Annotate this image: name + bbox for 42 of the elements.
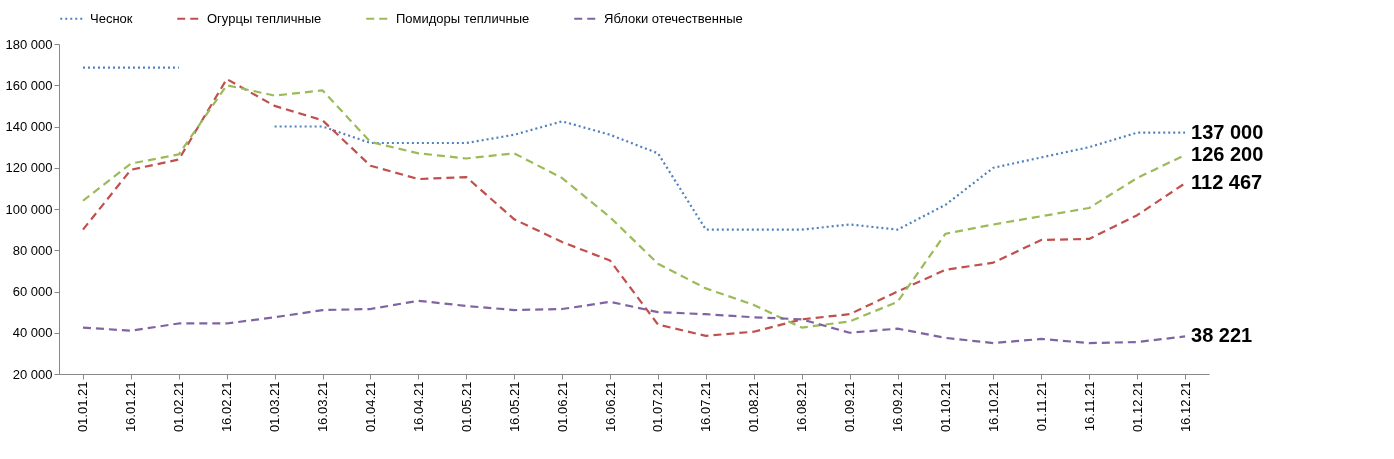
x-tick-label: 16.10.21 bbox=[985, 381, 1001, 433]
x-tick-label: 16.06.21 bbox=[602, 381, 618, 433]
x-tick-label: 16.12.21 bbox=[1177, 381, 1193, 433]
y-tick-label: 100 000 bbox=[5, 201, 53, 217]
x-tick-label: 01.04.21 bbox=[362, 381, 378, 433]
y-tick-label: 180 000 bbox=[5, 36, 53, 52]
x-tick-label: 16.03.21 bbox=[315, 381, 331, 433]
x-tick-label: 01.10.21 bbox=[937, 381, 953, 433]
x-tick-label: 01.07.21 bbox=[650, 381, 666, 433]
data-label: 112 467 bbox=[1191, 171, 1263, 194]
x-tick-label: 16.02.21 bbox=[219, 381, 235, 433]
x-tick-label: 16.04.21 bbox=[410, 381, 426, 433]
x-tick-label: 01.08.21 bbox=[746, 381, 762, 433]
x-tick-label: 16.05.21 bbox=[506, 381, 522, 433]
y-tick-label: 20 000 bbox=[12, 366, 53, 382]
x-tick-label: 01.03.21 bbox=[267, 381, 283, 433]
x-tick-label: 16.07.21 bbox=[698, 381, 714, 433]
x-tick-label: 01.02.21 bbox=[171, 381, 187, 433]
legend-label: Огурцы тепличные bbox=[207, 10, 322, 26]
x-tick-label: 01.05.21 bbox=[458, 381, 474, 433]
x-tick-label: 16.11.21 bbox=[1081, 381, 1097, 432]
data-label: 126 200 bbox=[1191, 142, 1264, 165]
line-series bbox=[81, 299, 1187, 345]
y-tick-label: 40 000 bbox=[12, 325, 53, 341]
y-tick-label: 80 000 bbox=[12, 242, 53, 258]
x-tick-label: 01.12.21 bbox=[1129, 381, 1145, 433]
y-tick-label: 120 000 bbox=[5, 160, 53, 176]
legend-label: Яблоки отечественные bbox=[604, 10, 743, 26]
legend-label: Помидоры тепличные bbox=[396, 10, 530, 26]
x-tick-label: 01.09.21 bbox=[842, 381, 858, 433]
x-tick-label: 16.01.21 bbox=[123, 381, 139, 433]
y-tick-label: 160 000 bbox=[5, 77, 53, 93]
data-label: 38 221 bbox=[1191, 324, 1253, 347]
legend-label: Чеснок bbox=[90, 10, 133, 26]
x-tick-label: 16.08.21 bbox=[794, 381, 810, 433]
x-tick-label: 01.01.21 bbox=[75, 381, 91, 433]
data-label: 137 000 bbox=[1191, 120, 1264, 143]
y-tick-label: 60 000 bbox=[12, 284, 53, 299]
x-tick-label: 01.06.21 bbox=[554, 381, 570, 433]
x-tick-label: 16.09.21 bbox=[890, 381, 906, 433]
x-tick-label: 01.11.21 bbox=[1033, 381, 1049, 432]
y-tick-label: 140 000 bbox=[5, 119, 53, 134]
